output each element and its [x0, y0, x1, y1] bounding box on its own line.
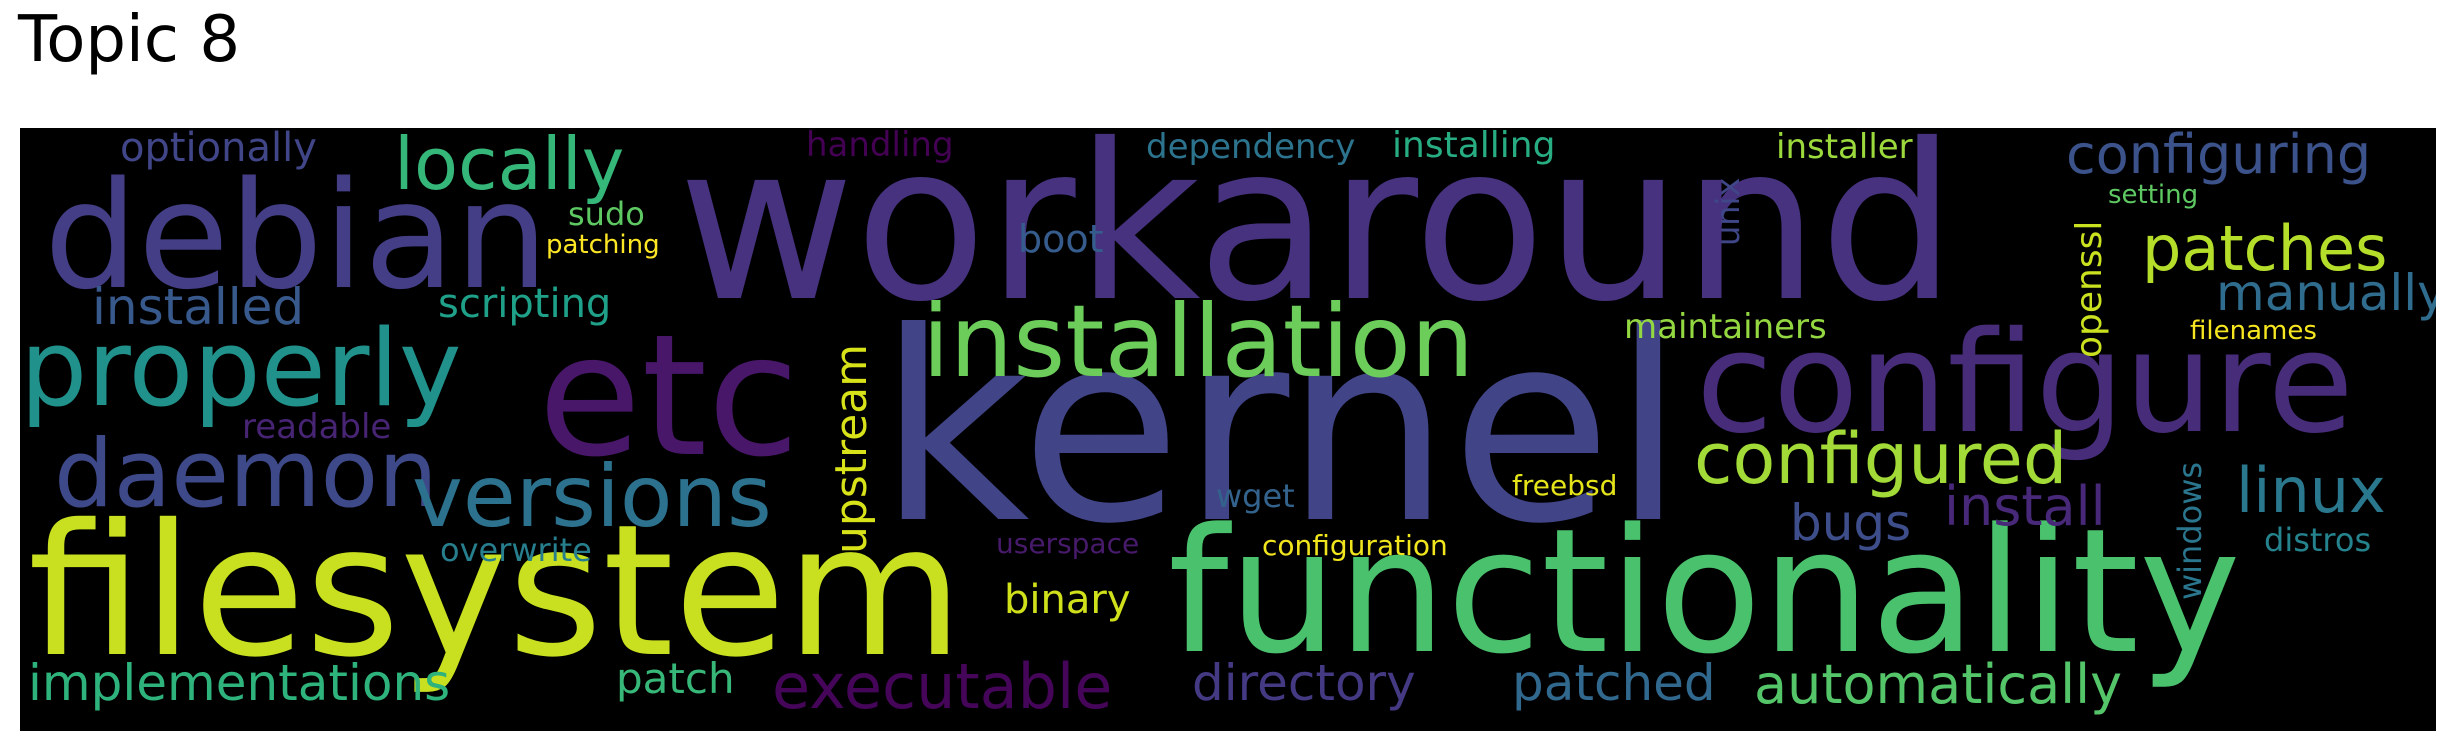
word-handling: handling — [806, 128, 954, 165]
word-workaround: workaround — [678, 128, 1957, 349]
word-versions: versions — [412, 447, 772, 547]
word-install: install — [1944, 475, 2106, 538]
word-freebsd: freebsd — [1512, 469, 1618, 502]
word-configuring: configuring — [2066, 128, 2372, 186]
word-scripting: scripting — [438, 281, 612, 327]
word-sudo: sudo — [568, 195, 645, 233]
word-daemon: daemon — [54, 420, 438, 529]
word-configure: configure — [1696, 302, 2354, 465]
word-boot: boot — [1018, 217, 1104, 261]
word-installation: installation — [922, 283, 1475, 400]
word-dependency: dependency — [1146, 128, 1356, 167]
word-patches: patches — [2142, 212, 2388, 285]
word-executable: executable — [772, 650, 1113, 723]
word-patched: patched — [1512, 654, 1716, 712]
word-bugs: bugs — [1790, 494, 1912, 552]
word-filesystem: filesystem — [28, 485, 964, 697]
word-upstream: upstream — [826, 343, 877, 554]
word-installed: installed — [92, 278, 305, 336]
word-configured: configured — [1694, 418, 2068, 500]
word-setting: setting — [2108, 180, 2199, 210]
word-overwrite: overwrite — [440, 531, 592, 569]
word-wget: wget — [1216, 477, 1295, 515]
word-automatically: automatically — [1754, 653, 2123, 716]
word-optionally: optionally — [120, 128, 317, 171]
word-configuration: configuration — [1262, 529, 1448, 562]
word-locally: locally — [394, 128, 625, 206]
word-patch: patch — [616, 654, 735, 703]
word-readable: readable — [242, 407, 392, 447]
word-kernel: kernel — [878, 276, 1685, 581]
word-functionality: functionality — [1168, 491, 2241, 692]
word-implementations: implementations — [28, 654, 451, 712]
word-userspace: userspace — [996, 527, 1140, 560]
word-properly: properly — [20, 307, 462, 430]
word-unix: unix — [1709, 177, 1747, 246]
page-title: Topic 8 — [18, 3, 241, 77]
word-filenames: filenames — [2190, 316, 2317, 346]
word-patching: patching — [546, 230, 660, 260]
word-linux: linux — [2236, 454, 2386, 527]
word-cloud: workaround kernel functionality filesyst… — [20, 128, 2436, 731]
word-debian: debian — [44, 150, 549, 322]
word-distros: distros — [2264, 521, 2372, 559]
word-maintainers: maintainers — [1624, 307, 1827, 347]
word-manually: manually — [2216, 264, 2436, 322]
word-openssl: openssl — [2069, 220, 2110, 358]
word-installer: installer — [1776, 128, 1913, 167]
word-binary: binary — [1004, 577, 1131, 623]
word-etc: etc — [538, 298, 800, 494]
word-installing: installing — [1392, 128, 1556, 166]
word-directory: directory — [1192, 654, 1416, 712]
word-windows: windows — [2171, 461, 2209, 600]
